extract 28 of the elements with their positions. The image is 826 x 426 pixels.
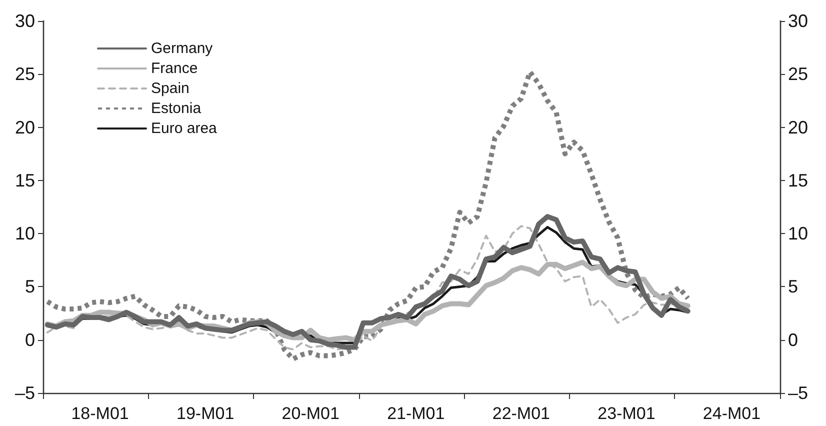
y2-tick-label: 5: [788, 276, 798, 297]
x-tick-label: 20-M01: [282, 404, 340, 423]
x-tick-label: 22-M01: [492, 404, 550, 423]
legend-label: Spain: [151, 80, 190, 97]
y-tick-label: 30: [14, 11, 35, 31]
legend-label: Euro area: [151, 120, 218, 137]
y-tick-label: 15: [14, 170, 35, 190]
y2-tick-label: 10: [788, 224, 808, 244]
y2-tick-label: 15: [788, 170, 808, 190]
x-tick-label: 24-M01: [702, 404, 761, 423]
x-tick-label: 18-M01: [71, 404, 129, 423]
y-tick-label: 5: [24, 276, 35, 297]
y2-tick-label: 30: [788, 11, 808, 31]
y2-tick-label: 25: [788, 64, 808, 84]
y-tick-label: 0: [24, 330, 35, 350]
y-tick-label: 10: [14, 224, 35, 244]
x-tick-label: 19-M01: [176, 404, 234, 423]
legend-label: Estonia: [151, 100, 202, 117]
legend-label: Germany: [151, 40, 214, 57]
y2-tick-label: 20: [788, 117, 808, 138]
y-tick-label: 20: [14, 117, 35, 138]
y-tick-label: 25: [14, 64, 35, 84]
y2-tick-label: 0: [788, 330, 798, 350]
x-tick-label: 21-M01: [387, 404, 445, 423]
x-tick-label: 23-M01: [598, 404, 656, 423]
y2-tick-label: –5: [788, 383, 808, 403]
legend-label: France: [151, 60, 198, 77]
y-tick-label: –5: [14, 383, 35, 403]
